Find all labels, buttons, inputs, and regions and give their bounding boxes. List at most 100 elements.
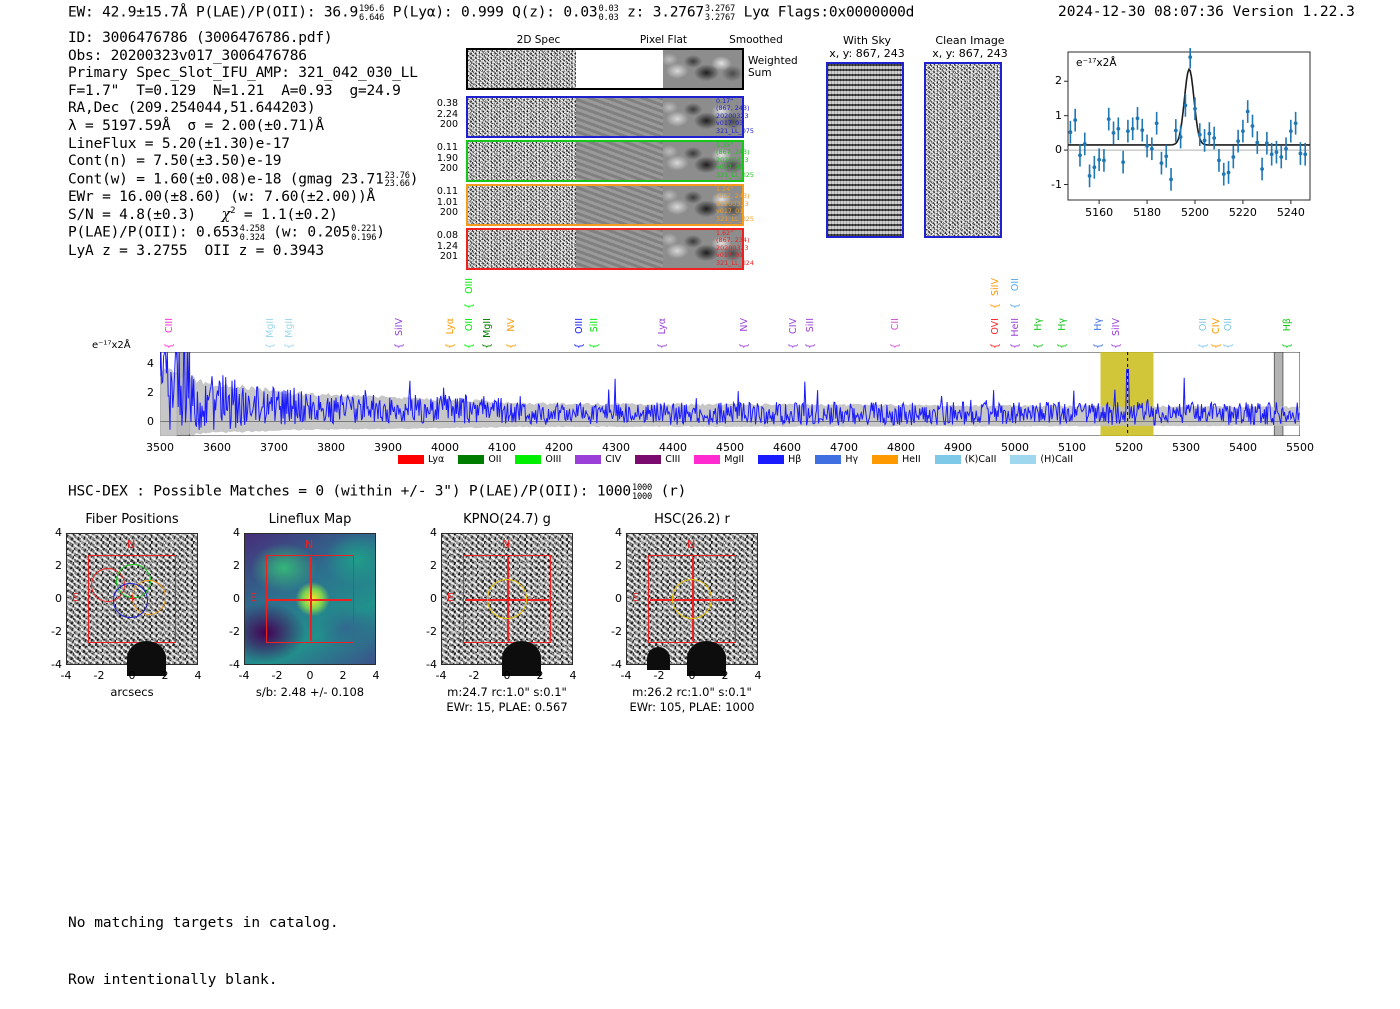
emission-line-label: Lyα	[656, 318, 668, 335]
emission-line-brace: {	[1092, 343, 1104, 350]
strip-smoothed	[663, 50, 742, 88]
compass-north: N	[305, 538, 314, 551]
cutout-region-box	[266, 555, 354, 643]
fiber-row-meta: 1.35" (867, 243) 20200323 v017_02 321_LL_025	[716, 141, 768, 179]
cutout-caption: m:26.2 rc:1.0" s:0.1"	[632, 685, 752, 699]
legend-swatch	[575, 455, 602, 464]
legend-swatch	[635, 455, 662, 464]
legend-item: Hγ	[815, 454, 858, 465]
compass-east: E	[250, 591, 257, 604]
xtick-label: -2	[653, 669, 665, 682]
xtick-label: 0	[503, 669, 511, 682]
xtick-label: 0	[688, 669, 696, 682]
ytick-label: -1	[1051, 177, 1062, 191]
xtick-label: -4	[435, 669, 447, 682]
ytick-label: 2	[1055, 74, 1062, 88]
ytick-label: 2	[430, 559, 437, 572]
fiber-row-meta: 1.24" (867, 243) 20200323 v017_01 321_LL_025	[716, 185, 768, 223]
emission-line-brace: {	[284, 343, 296, 350]
ytick-label: -2	[229, 625, 240, 638]
strip-2dspec	[468, 230, 577, 268]
emission-line-brace: {	[1223, 343, 1235, 350]
z-label: z:	[627, 4, 645, 21]
fiber-meta-value: 321_LL_025	[716, 170, 754, 179]
xtick-label: 4200	[545, 441, 573, 454]
emission-line-label: OIII	[573, 318, 585, 334]
ytick-label: 0	[55, 592, 62, 605]
fiber-row-stats: 0.11 1.01 200	[428, 186, 458, 219]
saturated-blob	[647, 646, 670, 671]
ytick-label: -4	[611, 658, 622, 671]
full-spectrum-svg	[160, 352, 1300, 436]
legend-swatch	[398, 455, 424, 464]
emission-line-brace: {	[656, 343, 668, 350]
legend-swatch	[934, 455, 961, 464]
spec2d-fiber-row	[466, 228, 744, 270]
spec2d-row-weighted-sum	[466, 48, 744, 90]
param-lineflux: LineFlux = 5.20(±1.30)e-17	[68, 135, 290, 152]
emission-line-brace: {	[1010, 303, 1021, 310]
plae-range: 4.258 0.324	[239, 224, 265, 243]
legend-label: (H)CaII	[1040, 454, 1074, 465]
fiber-meta-value: (867, 234)	[716, 236, 750, 245]
xtick-label: 3800	[317, 441, 345, 454]
xtick-label: 5300	[1172, 441, 1200, 454]
strip-smoothed	[663, 142, 742, 180]
qz-range: 0.03 0.03	[598, 4, 619, 23]
ytick-label: 1	[1055, 108, 1062, 122]
spec2d-panel: 2D Spec Pixel Flat Smoothed Weighted Sum…	[432, 34, 798, 270]
xtick-label: 2	[339, 669, 347, 682]
line-profile-chart: e⁻¹⁷x2Å 5160 5180 5200 5220 5240 -1 0 1 2	[1040, 45, 1316, 219]
axis-label: arcsecs	[110, 685, 154, 699]
ytick-label: 4	[430, 526, 437, 539]
fiber-meta-value: (867, 243)	[716, 192, 750, 201]
legend-label: CIV	[605, 454, 622, 465]
fiber-meta-value: v017_01	[716, 251, 744, 260]
emission-line-brace: {	[1111, 343, 1123, 350]
xtick-label: 4700	[830, 441, 858, 454]
timestamp-version: 2024-12-30 08:07:36 Version 1.22.3	[1058, 4, 1355, 20]
legend-swatch	[694, 455, 721, 464]
emission-line-label: OII	[1198, 318, 1210, 332]
xtick-label: -2	[468, 669, 480, 682]
fiber-meta-value: (867, 243)	[716, 104, 750, 113]
strip-2dspec	[468, 98, 577, 136]
fiber-meta-value: 321_LL_024	[716, 258, 754, 267]
xtick-label: -4	[238, 669, 250, 682]
ytick-label: 4	[55, 526, 62, 539]
ytick-label: -4	[426, 658, 437, 671]
param-plae-poii: P(LAE)/P(OII): 0.653 4.258 0.324 (w: 0.205…	[68, 224, 385, 243]
param-sn-chi2: S/N = 4.8(±0.3) χ2 = 1.1(±0.2)	[68, 205, 338, 223]
fiber-meta-value: 1.35"	[716, 141, 734, 149]
emission-line-label: CIII	[163, 318, 175, 334]
emission-line-brace: {	[573, 343, 585, 350]
plae-poii-value: 36.9	[323, 4, 359, 21]
strip-smoothed	[663, 98, 742, 136]
strip-pixelflat	[576, 142, 664, 180]
emission-line-label: Hγ	[1092, 318, 1104, 331]
legend-label: CIII	[665, 454, 681, 465]
emission-line-label: OII	[463, 318, 475, 332]
z-range: 3.2767 3.2767	[704, 4, 736, 23]
strip-2dspec	[468, 50, 577, 88]
param-id: ID: 3006476786 (3006476786.pdf)	[68, 30, 333, 46]
emission-line-brace: {	[890, 343, 902, 350]
spec2d-fiber-row	[466, 140, 744, 182]
line-profile-units: e⁻¹⁷x2Å	[1076, 57, 1117, 69]
param-lambda: λ = 5197.59Å	[68, 117, 188, 134]
fiber-meta-value: 20200323	[716, 111, 749, 120]
plya-value: P(Lyα): 0.999	[392, 4, 504, 21]
fiber-meta-value: v017_02	[716, 163, 744, 172]
xtick-label: 3700	[260, 441, 288, 454]
emission-line-label: MgII	[482, 318, 494, 338]
emission-line-label: SiII	[589, 318, 601, 333]
cutout-region-box	[463, 555, 551, 643]
ytick-label: 0	[615, 592, 622, 605]
emission-line-label: CII	[890, 318, 902, 331]
fiber-stat-value: 1.24	[436, 240, 458, 252]
legend-swatch	[872, 455, 899, 464]
ytick-label: -4	[229, 658, 240, 671]
fiber-meta-value: 20200323	[716, 155, 749, 164]
param-cont-n: Cont(n) = 7.50(±3.50)e-19	[68, 153, 282, 170]
emission-line-label: HeII	[1010, 318, 1021, 337]
